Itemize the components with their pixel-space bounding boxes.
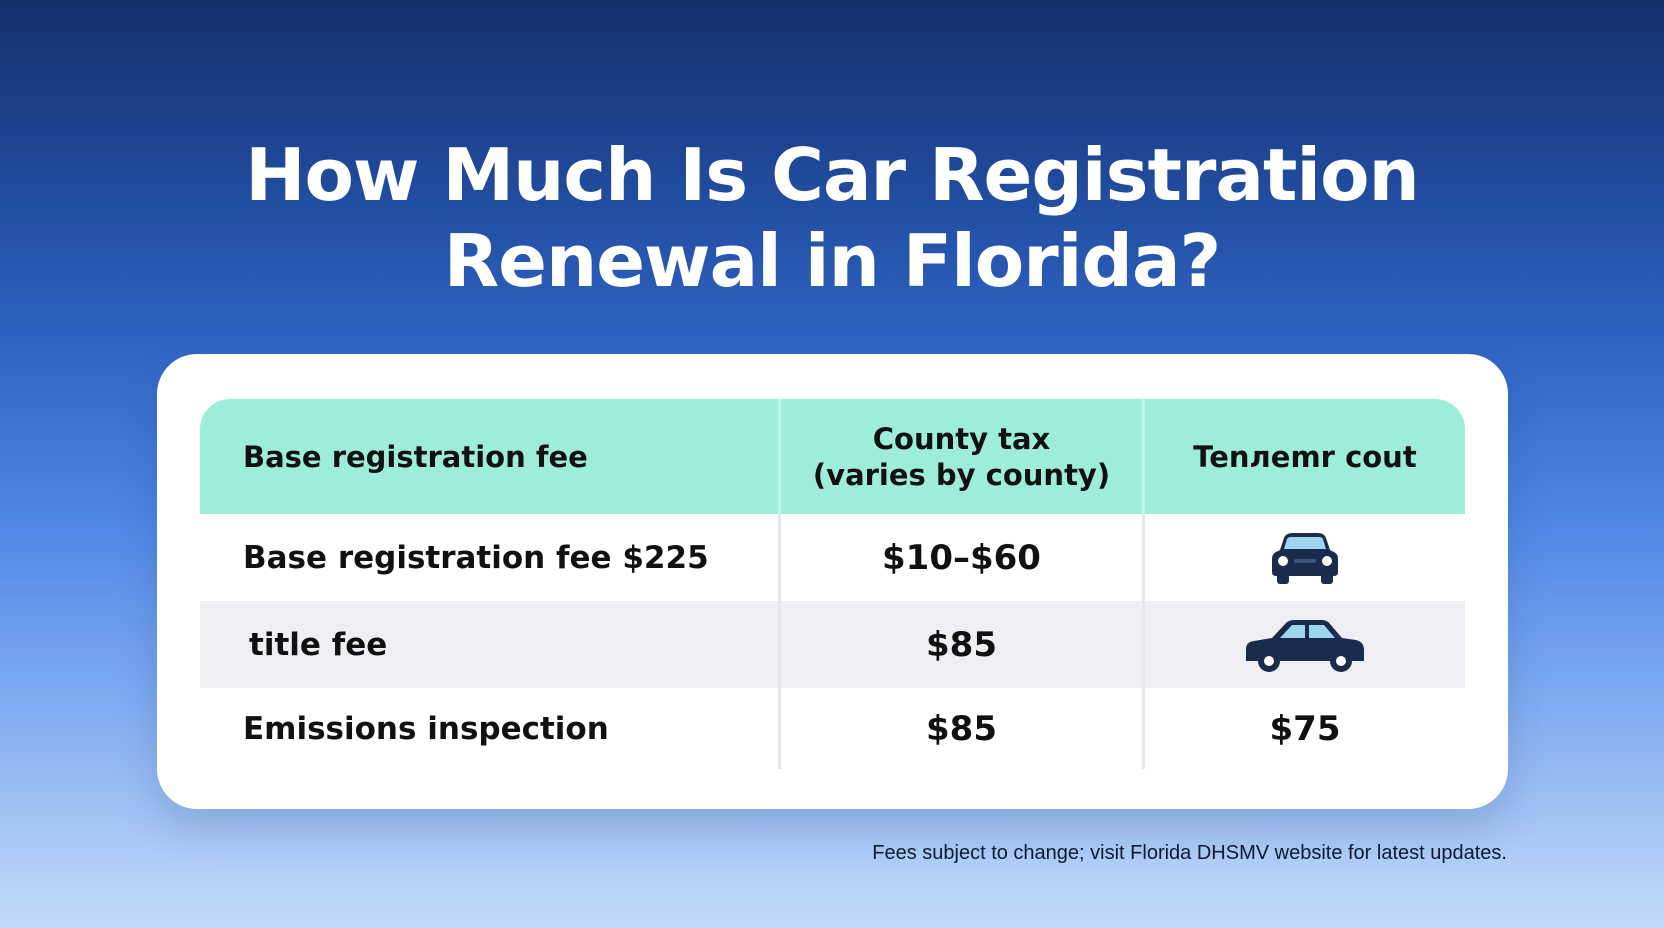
table-row: title fee $85 [200,601,1465,688]
header-cell-base-fee: Base registration fee [243,439,588,474]
row-label: title fee [249,626,388,663]
header-cell-third: Tenлemr cout [1142,399,1465,514]
row-value: $85 [778,601,1142,688]
footnote: Fees subject to change; visit Florida DH… [872,842,1507,864]
table-header-row: Base registration fee County tax (varies… [200,399,1465,514]
car-front-icon [1272,532,1338,584]
row-label: Base registration fee $225 [243,539,709,576]
fee-card: Base registration fee County tax (varies… [157,354,1508,809]
row-extra-value: $75 [1142,688,1465,769]
row-icon-cell [1142,601,1465,688]
header-county-tax-line-2: (varies by county) [812,457,1111,492]
row-value: $85 [778,688,1142,769]
row-value: $10–$60 [778,514,1142,601]
row-icon-cell [1142,514,1465,601]
title-line-2: Renewal in Florida? [443,219,1222,303]
title-line-1: How Much Is Car Registration [245,133,1420,217]
car-side-icon [1242,617,1368,673]
header-county-tax-line-1: County tax [872,421,1051,456]
row-label: Emissions inspection [243,710,609,747]
header-cell-county-tax: County tax (varies by county) [778,399,1142,514]
fee-table: Base registration fee County tax (varies… [200,399,1465,769]
table-row: Base registration fee $225 $10–$60 [200,514,1465,601]
table-row: Emissions inspection $85 $75 [200,688,1465,769]
page-title: How Much Is Car Registration Renewal in … [0,132,1664,304]
